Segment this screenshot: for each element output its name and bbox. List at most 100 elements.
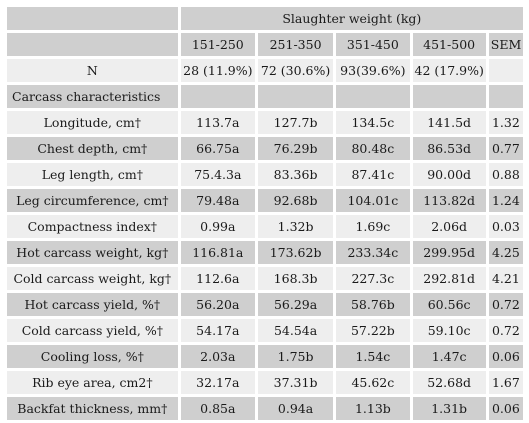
table-cell: 1.13b [336,397,410,420]
table-cell: 54.17a [180,319,255,342]
table-cell: 4.21 [488,267,523,290]
table-cell: 0.99a [180,215,255,238]
row-label: Rib eye area, cm2† [7,371,178,394]
table-cell: 57.22b [336,319,410,342]
table-cell: 42 (17.9%) [412,59,486,82]
table-cell: 299.95d [412,241,486,264]
table-cell: 79.48a [180,189,255,212]
column-header: 251-350 [257,33,334,56]
table-cell: 56.29a [257,293,334,316]
row-label: Cooling loss, %† [7,345,178,368]
table-cell: 56.20a [180,293,255,316]
table-cell: 127.7b [257,111,334,134]
section-label: Carcass characteristics [7,85,178,108]
table-cell: 92.68b [257,189,334,212]
table-container: Slaughter weight (kg) 151-250 251-350 35… [4,4,526,423]
row-label: Hot carcass yield, %† [7,293,178,316]
table-cell: 54.54a [257,319,334,342]
section-row: Carcass characteristics [7,85,523,108]
row-label: Cold carcass weight, kg† [7,267,178,290]
table-row: Cold carcass weight, kg† 112.6a 168.3b 227.… [7,267,523,290]
table-cell: 93(39.6%) [336,59,410,82]
table-cell: 112.6a [180,267,255,290]
column-header: 351-450 [336,33,410,56]
table-cell: 1.24 [488,189,523,212]
table-cell: 1.32b [257,215,334,238]
table-cell: 2.06d [412,215,486,238]
table-cell: 168.3b [257,267,334,290]
table-cell: 75.4.3a [180,163,255,186]
table-cell [336,85,410,108]
table-cell: 134.5c [336,111,410,134]
header-columns-row: 151-250 251-350 351-450 451-500 SEM [7,33,523,56]
table-cell: 0.72 [488,319,523,342]
row-label: Hot carcass weight, kg† [7,241,178,264]
table-cell: 59.10c [412,319,486,342]
table-cell: 80.48c [336,137,410,160]
table-cell: 292.81d [412,267,486,290]
table-row: Cooling loss, %† 2.03a 1.75b 1.54c 1.47c 0.06 [7,345,523,368]
table-row: Leg length, cm† 75.4.3a 83.36b 87.41c 90.00d… [7,163,523,186]
table-cell: 60.56c [412,293,486,316]
column-header: 151-250 [180,33,255,56]
table-cell: 2.03a [180,345,255,368]
table-cell: 0.03 [488,215,523,238]
table-cell: 90.00d [412,163,486,186]
table-cell: 0.06 [488,397,523,420]
table-cell: 0.88 [488,163,523,186]
table-cell: 141.5d [412,111,486,134]
row-label: Chest depth, cm† [7,137,178,160]
table-cell: 66.75a [180,137,255,160]
table-cell: 45.62c [336,371,410,394]
table-cell: 52.68d [412,371,486,394]
table-row: Backfat thickness, mm† 0.85a 0.94a 1.13b 1.3… [7,397,523,420]
carcass-table: Slaughter weight (kg) 151-250 251-350 35… [4,4,526,423]
table-cell: 1.32 [488,111,523,134]
table-cell: 86.53d [412,137,486,160]
table-cell: 1.54c [336,345,410,368]
table-cell [257,85,334,108]
table-row: Rib eye area, cm2† 32.17a 37.31b 45.62c 52.6… [7,371,523,394]
table-cell: 227.3c [336,267,410,290]
header-group-row: Slaughter weight (kg) [7,7,523,30]
header-corner-cell [7,7,178,30]
table-cell: 1.75b [257,345,334,368]
table-cell: 1.47c [412,345,486,368]
column-header: 451-500 [412,33,486,56]
data-rows: Longitude, cm† 113.7a 127.7b 134.5c 141.5d 1.… [7,111,523,420]
column-header: SEM [488,33,523,56]
table-cell: 87.41c [336,163,410,186]
table-cell: 0.77 [488,137,523,160]
row-label: Cold carcass yield, %† [7,319,178,342]
row-label: Compactness index† [7,215,178,238]
table-cell [412,85,486,108]
table-cell [488,85,523,108]
table-cell: 0.85a [180,397,255,420]
n-row: N 28 (11.9%) 72 (30.6%) 93(39.6%) 42 (17… [7,59,523,82]
table-cell: 0.06 [488,345,523,368]
table-cell: 233.34c [336,241,410,264]
table-cell: 116.81a [180,241,255,264]
table-cell: 104.01c [336,189,410,212]
table-cell: 1.67 [488,371,523,394]
row-label: Leg length, cm† [7,163,178,186]
table-cell: 83.36b [257,163,334,186]
table-row: Leg circumference, cm† 79.48a 92.68b 104.01… [7,189,523,212]
table-cell: 113.7a [180,111,255,134]
table-row: Hot carcass weight, kg† 116.81a 173.62b 233… [7,241,523,264]
table-row: Cold carcass yield, %† 54.17a 54.54a 57.22b… [7,319,523,342]
header-columns-corner [7,33,178,56]
table-cell: 37.31b [257,371,334,394]
table-cell: 76.29b [257,137,334,160]
table-cell: 72 (30.6%) [257,59,334,82]
table-cell [180,85,255,108]
table-row: Longitude, cm† 113.7a 127.7b 134.5c 141.5d 1.… [7,111,523,134]
table-cell [488,59,523,82]
table-row: Hot carcass yield, %† 56.20a 56.29a 58.76b 6… [7,293,523,316]
table-row: Compactness index† 0.99a 1.32b 1.69c 2.06d 0.… [7,215,523,238]
table-cell: 4.25 [488,241,523,264]
row-label: Longitude, cm† [7,111,178,134]
table-cell: 0.72 [488,293,523,316]
row-label: Leg circumference, cm† [7,189,178,212]
table-cell: 32.17a [180,371,255,394]
